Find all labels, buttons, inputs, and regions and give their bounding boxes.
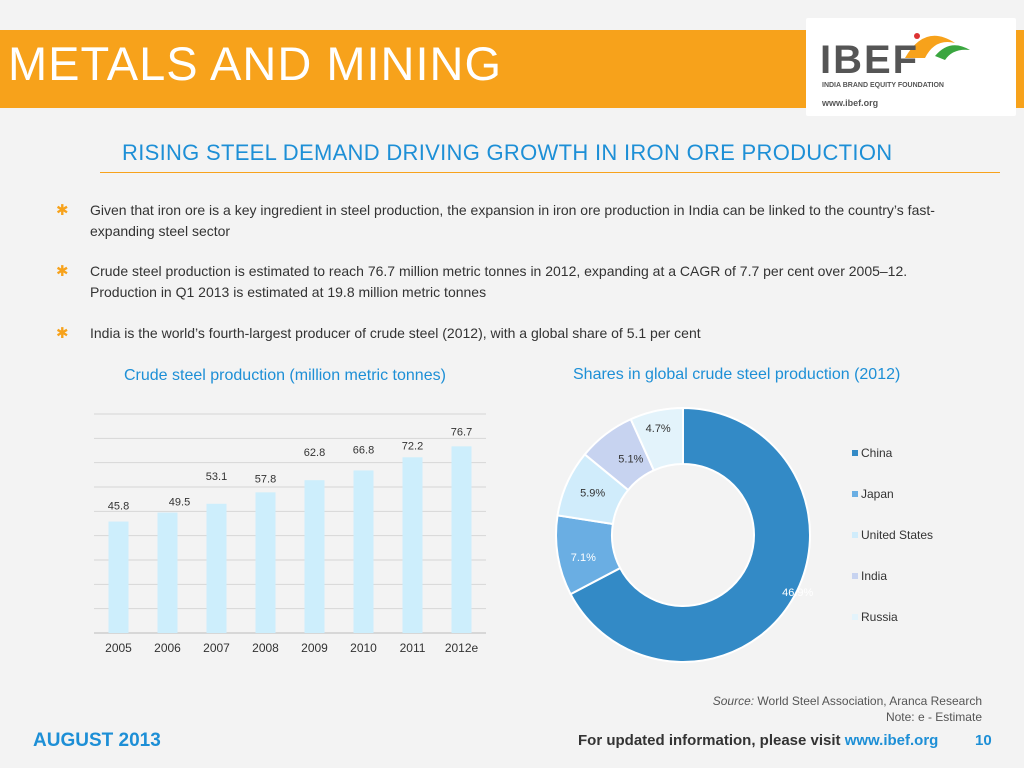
bar [353,470,374,633]
x-tick-label: 2007 [203,641,230,655]
estimate-note: Note: e - Estimate [885,710,982,724]
x-tick-label: 2011 [400,641,426,655]
bullet-item: ✱ Crude steel production is estimated to… [56,261,970,303]
bar-value-label: 57.8 [255,473,276,485]
bullet-text: India is the world’s fourth-largest prod… [90,325,701,341]
donut-slice [569,406,811,663]
bullet-text: Crude steel production is estimated to r… [90,263,908,300]
donut-chart-title: Shares in global crude steel production … [573,366,901,383]
legend-label: Japan [861,487,894,501]
logo-tagline: INDIA BRAND EQUITY FOUNDATION [822,82,944,89]
logo-text: IBEF [820,38,920,82]
legend-item: China [852,446,933,487]
bar-value-label: 53.1 [206,471,227,483]
bar-chart-title: Crude steel production (million metric t… [124,367,446,384]
x-tick-label: 2008 [252,641,279,655]
bar-value-label: 49.5 [169,497,190,509]
bar [157,512,178,633]
footer-url-link[interactable]: www.ibef.org [844,732,939,749]
bar-chart: 45.8 2005 49.5 2006 53.1 2007 57.8 2008 62.8 2009… [94,413,486,655]
slice-percent-label: 7.1% [571,552,596,564]
subtitle-divider [100,172,1000,173]
bullet-text: Given that iron ore is a key ingredient … [90,202,935,239]
bar-value-label: 76.7 [451,426,472,438]
bar [255,492,276,633]
bar [402,457,423,633]
x-tick-label: 2010 [350,641,377,655]
page-title: METALS AND MINING [8,37,503,90]
section-subtitle: RISING STEEL DEMAND DRIVING GROWTH IN IR… [122,140,893,165]
logo[interactable] [806,18,1016,116]
x-tick-label: 2009 [301,641,328,655]
slice-percent-label: 4.7% [646,423,671,435]
footer-info-text: For updated information, please visit [578,732,845,749]
bullet-item: ✱ Given that iron ore is a key ingredien… [56,200,970,242]
legend-swatch [852,613,858,620]
donut-legend: China Japan United States India Russia [852,446,933,651]
footer-info: For updated information, please visit ww… [578,732,938,749]
slice-percent-label: 5.1% [618,453,643,465]
legend-swatch [852,490,858,497]
asterisk-bullet-icon: ✱ [56,263,69,280]
bullet-item: ✱ India is the world’s fourth-largest pr… [56,323,970,344]
legend-label: Russia [861,610,898,624]
donut-chart: 46.9% 7.1% 5.9% 5.1% 4.7% [555,406,814,663]
logo-url[interactable]: www.ibef.org [822,98,879,108]
bar [304,480,325,633]
bar-value-label: 72.2 [402,440,423,452]
bird-logo-icon [905,33,970,60]
bar-value-label: 45.8 [108,501,129,513]
legend-label: India [861,569,888,583]
legend-label: China [861,446,893,460]
bar [206,503,227,633]
legend-item: Russia [852,610,933,651]
source-text: World Steel Association, Aranca Research [754,694,982,708]
bar [451,446,472,633]
x-tick-label: 2012e [445,641,479,655]
page-number: 10 [975,732,992,749]
bar-value-label: 66.8 [353,444,374,456]
bar-value-label: 62.8 [304,447,325,459]
legend-swatch [852,449,858,456]
x-tick-label: 2006 [154,641,181,655]
legend-item: Japan [852,487,933,528]
slice-percent-label: 46.9% [782,587,813,599]
source-label: Source: [712,694,755,708]
legend-label: United States [861,528,934,542]
x-tick-label: 2005 [105,641,132,655]
asterisk-bullet-icon: ✱ [56,202,69,219]
donut-slice [629,406,684,472]
footer-date: AUGUST 2013 [33,730,161,751]
legend-swatch [852,572,858,579]
bar [108,521,129,633]
legend-item: United States [852,528,933,569]
slice-percent-label: 5.9% [580,488,605,500]
asterisk-bullet-icon: ✱ [56,325,69,342]
source-line: Source: World Steel Association, Aranca … [713,694,982,708]
legend-swatch [852,531,858,538]
legend-item: India [852,569,933,610]
